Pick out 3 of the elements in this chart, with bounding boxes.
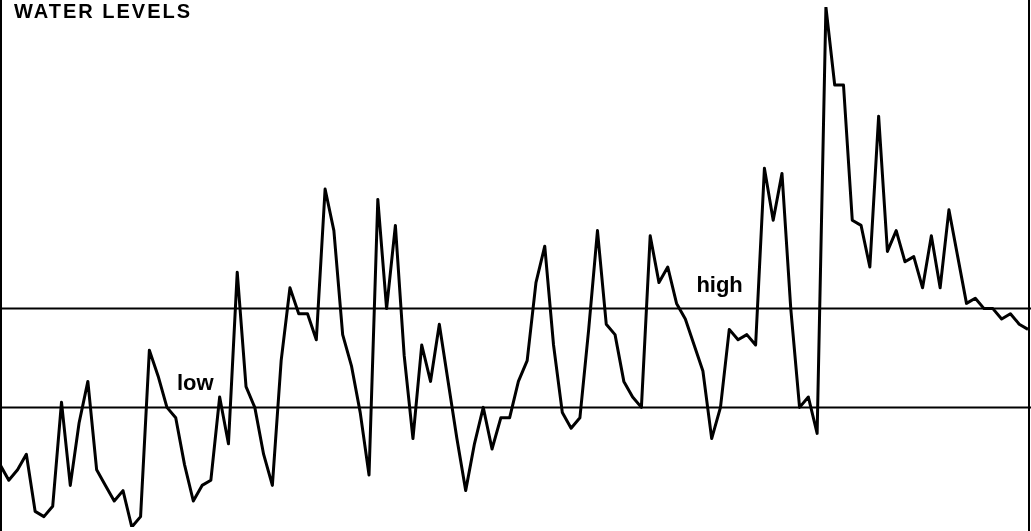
- ref-line-label: high: [696, 271, 743, 297]
- ref-line-label: low: [176, 370, 215, 396]
- chart-title: WATER LEVELS: [14, 0, 193, 23]
